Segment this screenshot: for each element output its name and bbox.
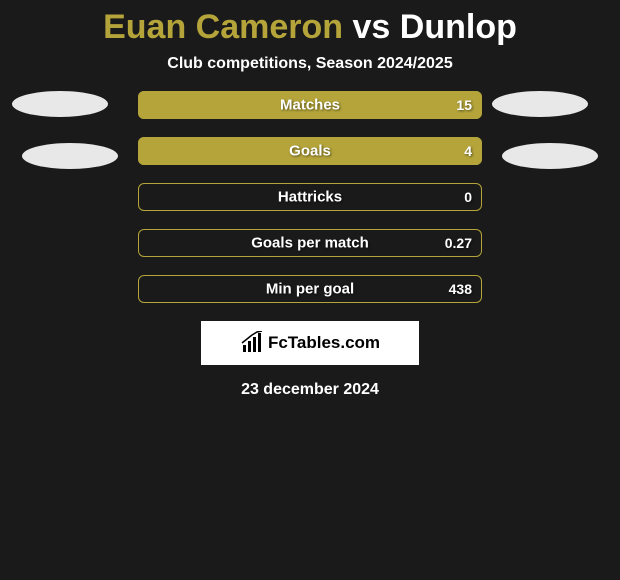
date-label: 23 december 2024 — [0, 381, 620, 399]
stats-area: Matches 15 Goals 4 Hattricks 0 Goals per match… — [0, 91, 620, 303]
vs-separator: vs — [353, 8, 391, 46]
page-title: Euan Cameron vs Dunlop — [0, 0, 620, 49]
stat-rows: Matches 15 Goals 4 Hattricks 0 Goals per match… — [138, 91, 482, 303]
stat-value: 438 — [449, 281, 472, 297]
stat-label: Goals — [289, 143, 331, 160]
stat-row: Goals 4 — [138, 137, 482, 165]
comparison-widget: Euan Cameron vs Dunlop Club competitions… — [0, 0, 620, 399]
logo-text: FcTables.com — [268, 333, 380, 353]
player1-name: Euan Cameron — [103, 8, 343, 46]
stat-value: 0 — [464, 189, 472, 205]
stat-row: Hattricks 0 — [138, 183, 482, 211]
logo-box[interactable]: FcTables.com — [201, 321, 419, 365]
stat-row: Min per goal 438 — [138, 275, 482, 303]
player-oval — [492, 91, 588, 117]
player-oval — [12, 91, 108, 117]
stat-row: Goals per match 0.27 — [138, 229, 482, 257]
stat-label: Hattricks — [278, 189, 342, 206]
stat-value: 4 — [464, 143, 472, 159]
player-oval — [502, 143, 598, 169]
bar-chart-icon — [240, 331, 264, 355]
stat-row: Matches 15 — [138, 91, 482, 119]
player-oval — [22, 143, 118, 169]
stat-label: Min per goal — [266, 281, 354, 298]
stat-label: Matches — [280, 97, 340, 114]
player2-name: Dunlop — [400, 8, 517, 46]
stat-label: Goals per match — [251, 235, 369, 252]
subtitle: Club competitions, Season 2024/2025 — [0, 55, 620, 73]
stat-value: 0.27 — [445, 235, 472, 251]
stat-value: 15 — [456, 97, 472, 113]
